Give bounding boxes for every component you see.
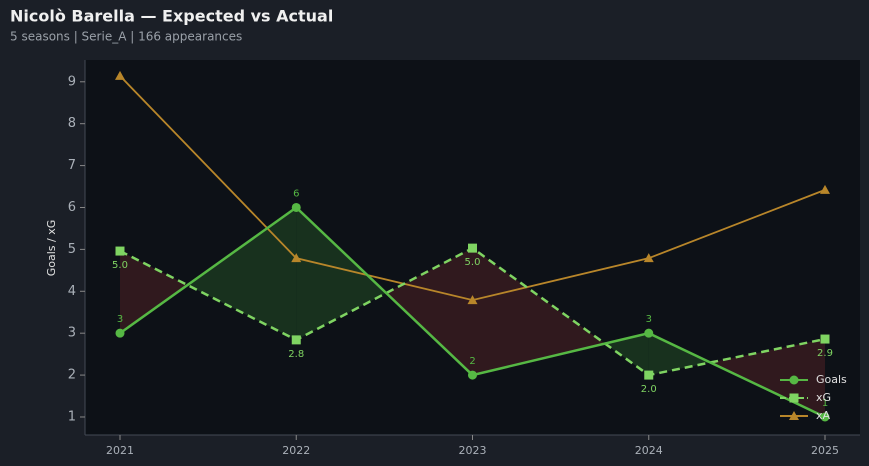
point [115,246,125,256]
x-tick-label: 2024 [635,444,663,457]
fill-area [386,248,473,376]
point [820,412,830,422]
point [115,328,125,338]
fill-area [296,207,387,340]
y-tick-label: 9 [68,74,76,89]
x-tick-label: 2025 [811,444,839,457]
fill-area [648,333,711,376]
legend-label: xG [816,391,831,404]
point [468,243,477,253]
data-label: 3 [117,314,123,325]
fill-area [187,207,297,340]
y-tick-label: 2 [68,368,76,383]
point [468,370,477,380]
y-axis-label: Goals / xG [45,220,58,277]
x-tick-label: 2023 [459,444,487,457]
point [644,328,654,338]
point [644,370,654,380]
point [115,70,125,80]
point [467,295,478,305]
data-label: 2.9 [817,348,833,359]
data-label: 2 [469,356,475,367]
point [291,202,301,212]
point [291,335,301,345]
chart-subtitle: 5 seasons | Serie_A | 166 appearances [10,30,242,44]
legend-label: xA [816,409,831,422]
data-label: 5.0 [465,257,481,268]
y-tick-label: 6 [68,200,76,215]
y-tick-label: 7 [68,158,76,173]
y-tick-label: 3 [68,326,76,341]
legend-marker [789,393,799,403]
y-tick-label: 5 [68,242,76,257]
data-label: 2.0 [641,384,657,395]
fill-area [120,251,188,334]
data-label: 2.8 [288,349,304,360]
x-tick-label: 2021 [106,444,134,457]
y-tick-label: 1 [68,409,76,424]
point [820,184,830,194]
x-tick-label: 2022 [282,444,310,457]
fill-area [472,248,606,376]
point [643,253,654,263]
y-tick-label: 8 [68,116,76,131]
data-label: 6 [293,188,299,199]
data-label: 5.0 [112,260,128,271]
data-label: 3 [646,314,652,325]
point [820,334,830,344]
fill-area [605,333,649,376]
legend-marker [789,411,799,420]
chart-title: Nicolò Barella — Expected vs Actual [10,7,333,26]
data-label: 1 [822,398,828,409]
point [291,253,302,263]
legend-marker [789,375,799,385]
legend-label: Goals [816,373,847,386]
y-tick-label: 4 [68,284,76,299]
